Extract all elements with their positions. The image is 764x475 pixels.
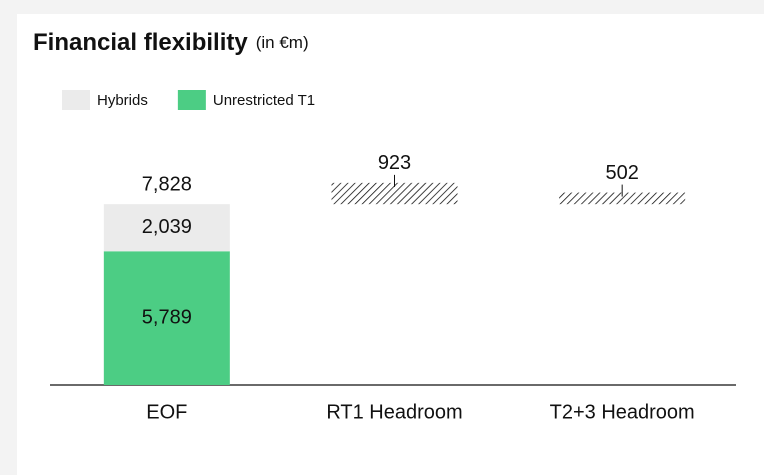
value-label: 502 — [605, 162, 638, 184]
headroom-bar — [331, 182, 458, 205]
x-tick-label: RT1 Headroom — [326, 401, 462, 423]
value-label: 2,039 — [142, 216, 192, 238]
title: Financial flexibility — [33, 29, 248, 56]
bar-segment — [103, 204, 230, 252]
legend: Hybrids Unrestricted T1 — [62, 90, 315, 110]
chart-title: Financial flexibility (in €m) — [33, 29, 309, 56]
x-tick-label: EOF — [146, 401, 187, 423]
headroom-bar — [559, 192, 686, 205]
legend-swatch — [62, 90, 90, 110]
value-label: 923 — [378, 152, 411, 174]
total-label: 7,828 — [142, 173, 192, 195]
value-label: 5,789 — [142, 306, 192, 328]
legend-swatch — [177, 90, 206, 110]
subtitle: (in €m) — [256, 33, 309, 52]
x-tick-label: T2+3 Headroom — [550, 401, 695, 423]
legend-label: Hybrids — [97, 92, 148, 109]
legend-label: Unrestricted T1 — [213, 92, 315, 109]
bar-segment — [103, 251, 230, 385]
